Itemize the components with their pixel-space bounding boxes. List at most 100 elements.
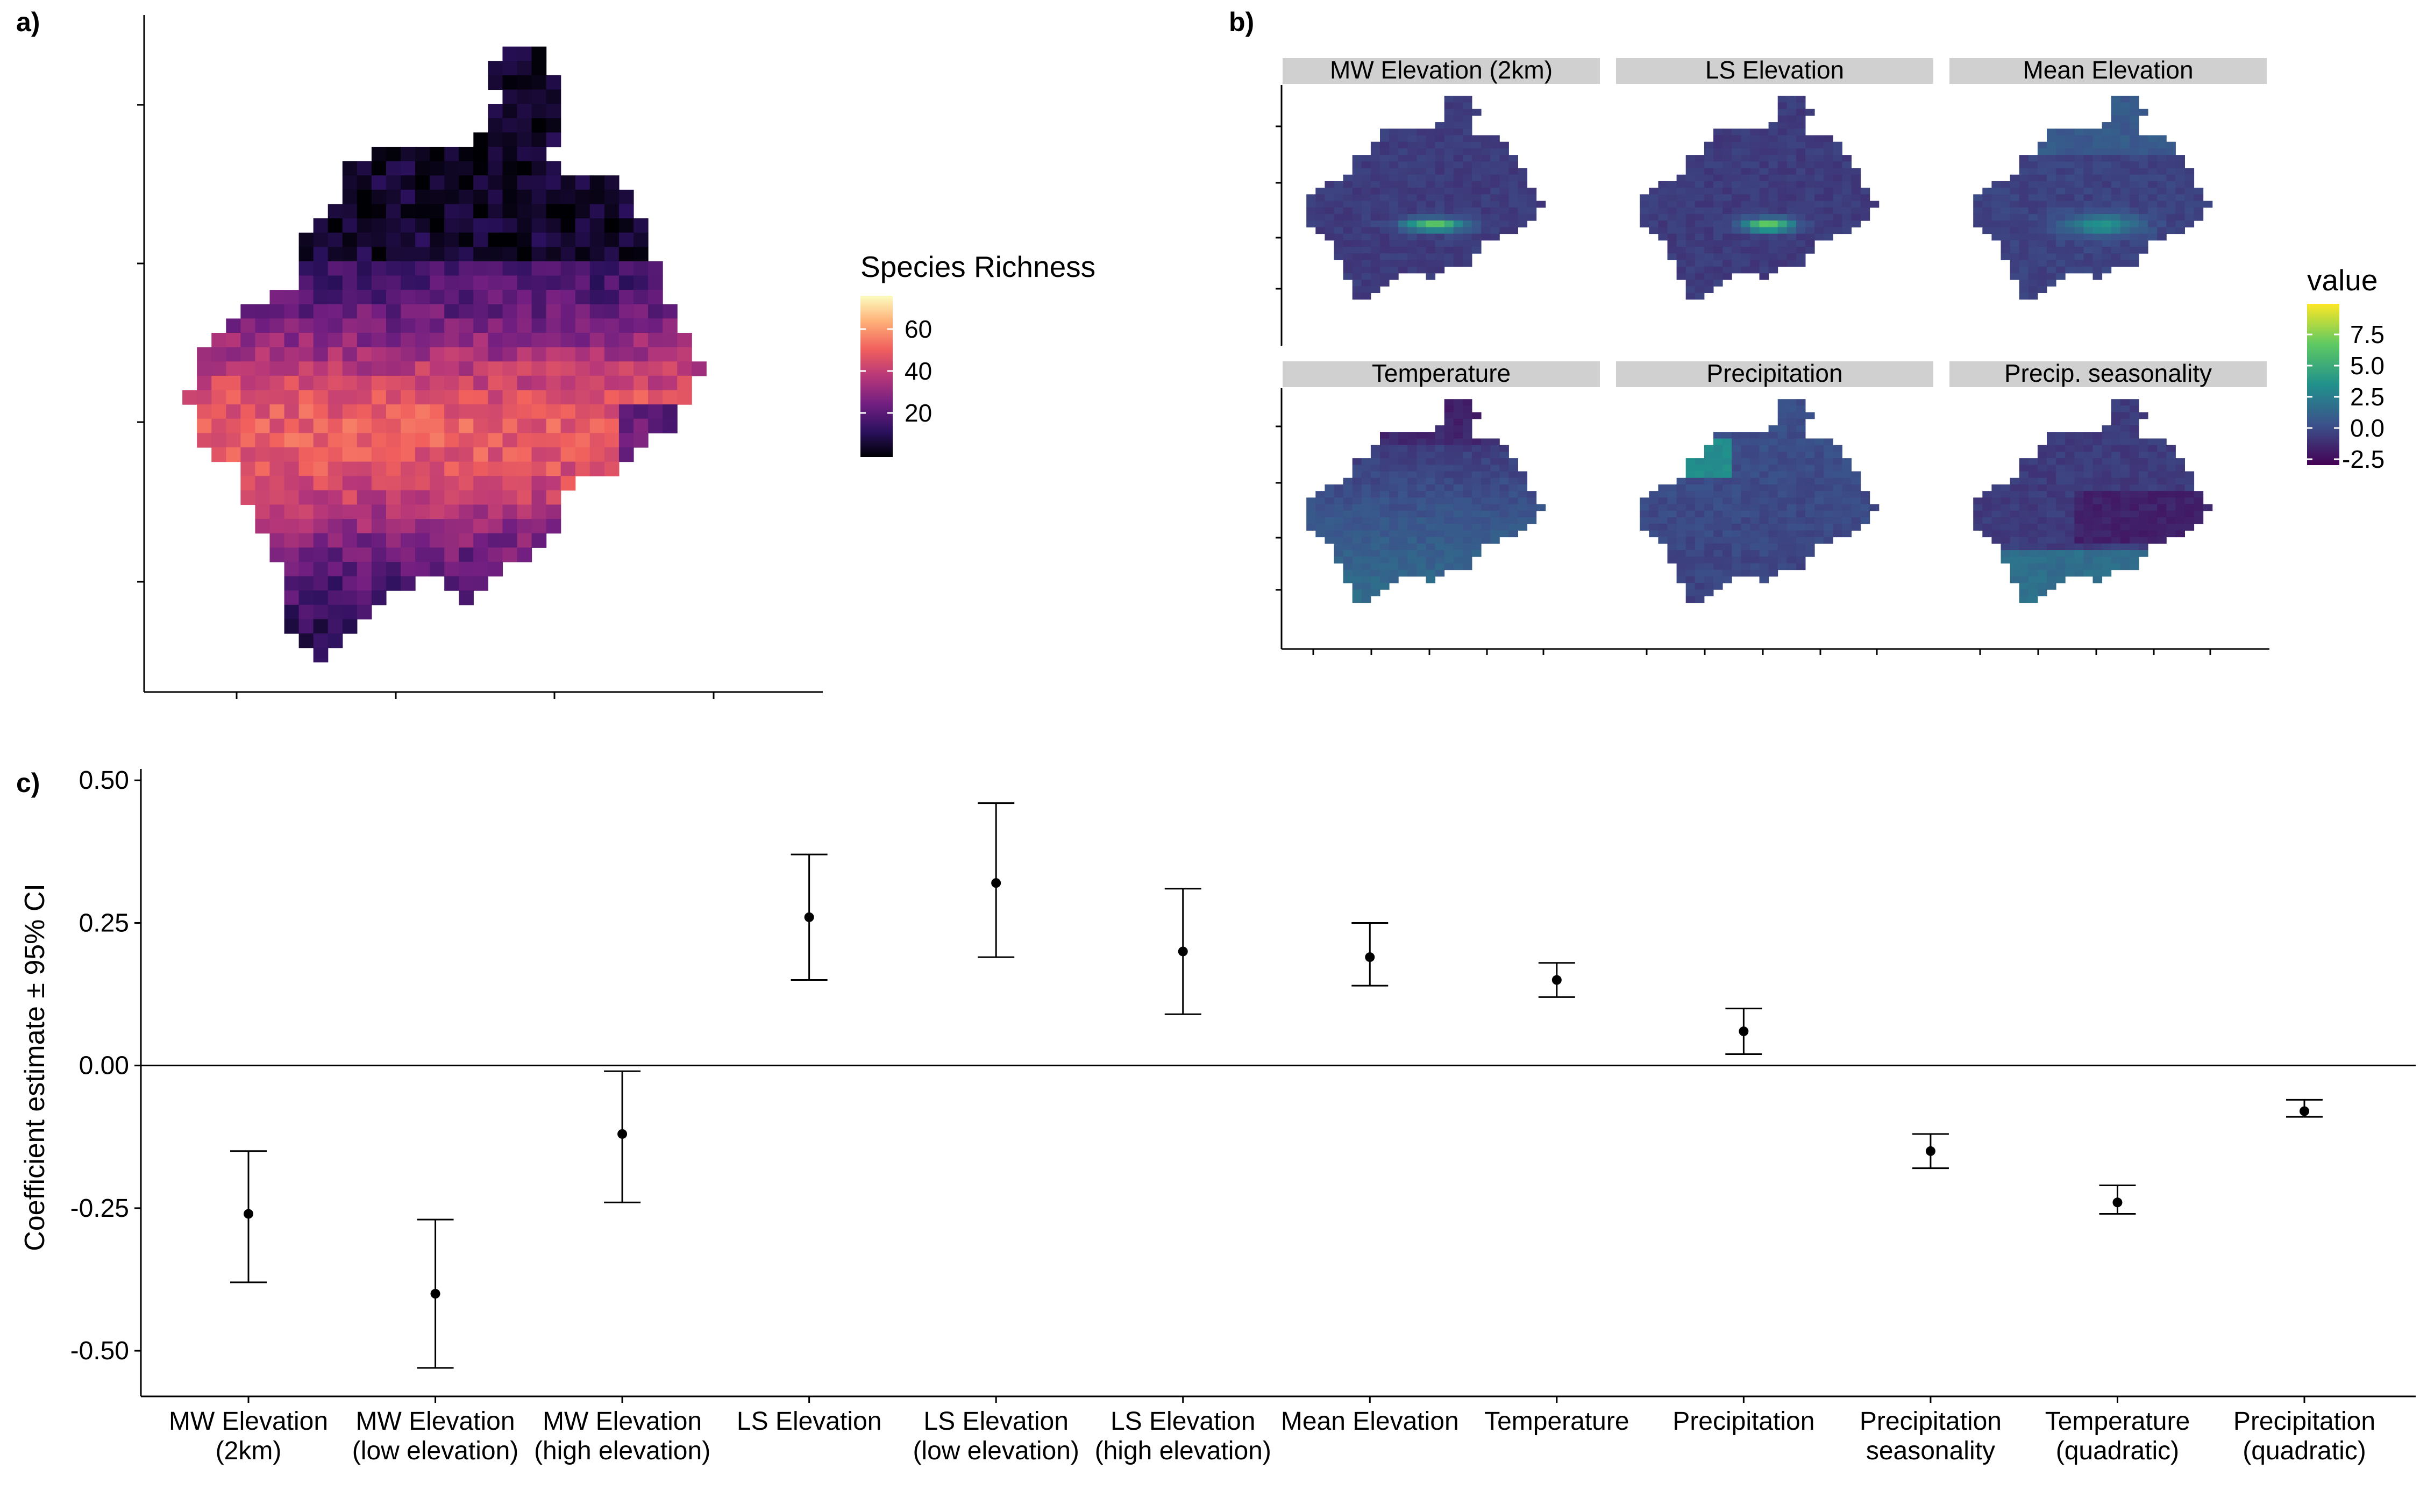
facet-map-cell: [1704, 227, 1714, 234]
facet-map-cell: [1508, 497, 1518, 505]
facet-map-cell: [1786, 543, 1797, 551]
facet-map-cell: [1481, 477, 1491, 485]
facet-map-cell: [2157, 201, 2167, 208]
facet-map-cell: [1759, 563, 1769, 570]
facet-map-cell: [2092, 247, 2103, 254]
facet-map-cell: [1481, 168, 1491, 175]
facet-map-cell: [1851, 477, 1861, 485]
facet-map-cell: [2065, 510, 2075, 518]
facet-map-cell: [1453, 425, 1463, 432]
map-cell: [459, 161, 474, 176]
facet-map-cell: [2175, 471, 2185, 479]
facet-map-cell: [1759, 491, 1769, 498]
map-cell: [546, 89, 561, 104]
facet-map-cell: [1352, 569, 1362, 577]
facet-map-cell: [1453, 432, 1463, 439]
facet-map-cell: [1982, 530, 1992, 538]
facet-map-cell: [1713, 273, 1723, 280]
facet-map-cell: [1398, 227, 1408, 234]
facet-map-cell: [1768, 458, 1778, 465]
map-cell: [560, 232, 576, 247]
facet-map-cell: [1352, 227, 1362, 234]
facet-map-cell: [1741, 201, 1750, 208]
map-cell: [269, 533, 285, 548]
facet-map-cell: [2157, 451, 2167, 459]
map-cell: [459, 333, 474, 348]
facet-map-cell: [1833, 465, 1842, 472]
facet-map-cell: [1713, 161, 1723, 169]
facet-map-cell: [1407, 563, 1417, 570]
facet-map-cell: [1704, 510, 1714, 518]
facet-map-cell: [2074, 207, 2084, 215]
estimate-point: [1739, 1026, 1749, 1037]
facet-map-cell: [1713, 181, 1723, 188]
facet-map-cell: [1824, 504, 1833, 511]
facet-map-cell: [2120, 524, 2130, 531]
map-cell: [517, 275, 532, 290]
facet-map-cell: [2139, 247, 2148, 254]
facet-map-cell: [1417, 530, 1426, 538]
facet-map-cell: [2111, 240, 2121, 247]
facet-map-cell: [2047, 174, 2056, 182]
facet-map-cell: [2148, 161, 2158, 169]
facet-map-cell: [1750, 213, 1760, 221]
map-cell: [430, 175, 445, 190]
facet-map-cell: [2056, 247, 2066, 254]
map-cell: [328, 519, 343, 534]
map-cell: [284, 418, 300, 433]
facet-map-cell: [2074, 438, 2084, 446]
facet-map-cell: [1334, 240, 1344, 247]
facet-map-cell: [1796, 220, 1806, 227]
facet-map-cell: [1370, 207, 1380, 215]
map-cell: [531, 504, 547, 519]
facet-map-cell: [2157, 161, 2167, 169]
facet-map-cell: [2102, 207, 2112, 215]
map-cell: [226, 347, 241, 362]
facet-map-cell: [2120, 181, 2130, 188]
map-cell: [401, 161, 416, 176]
facet-map-cell: [2019, 194, 2029, 202]
facet-map-cell: [2111, 115, 2121, 123]
map-cell: [401, 533, 416, 548]
facet-map-cell: [2175, 458, 2185, 465]
facet-map-cell: [1723, 227, 1732, 234]
x-category-label: MW Elevation: [355, 1407, 515, 1436]
facet-map-cell: [1723, 445, 1732, 452]
facet-map-cell: [1380, 438, 1390, 446]
facet-map-cell: [1398, 253, 1408, 260]
map-cell: [589, 347, 605, 362]
map-cell: [473, 375, 488, 391]
facet-map-cell: [2148, 220, 2158, 227]
facet-map-cell: [2175, 530, 2185, 538]
facet-map-cell: [1667, 510, 1677, 518]
facet-map-cell: [2065, 517, 2075, 524]
facet-map-cell: [2028, 247, 2038, 254]
facet-map-cell: [1851, 497, 1861, 505]
facet-map-cell: [2028, 273, 2038, 280]
facet-map-cell: [2056, 213, 2066, 221]
map-cell: [517, 290, 532, 305]
facet-map-cell: [1723, 569, 1732, 577]
facet-map-cell: [1723, 233, 1732, 241]
facet-map-cell: [1389, 438, 1399, 446]
facet-map-cell: [2074, 563, 2084, 570]
facet-map-cell: [1380, 141, 1390, 149]
facet-map-cell: [1453, 253, 1463, 260]
map-cell: [604, 275, 620, 290]
facet-map-cell: [1732, 432, 1741, 439]
facet-map-cell: [1786, 161, 1797, 169]
facet-map-cell: [1777, 399, 1788, 406]
facet-map-cell: [1685, 557, 1696, 564]
facet-map-cell: [1658, 227, 1668, 234]
facet-map-cell: [1695, 504, 1705, 511]
map-cell: [444, 418, 459, 433]
facet-map-cell: [2083, 504, 2093, 511]
facet-map-cell: [2092, 563, 2103, 570]
facet-strip: [1616, 58, 1933, 84]
facet-map-cell: [1805, 438, 1815, 446]
facet-map-cell: [2102, 471, 2112, 479]
facet-map-cell: [1833, 524, 1842, 531]
map-cell: [575, 232, 590, 247]
facet-map-cell: [2148, 510, 2158, 518]
map-cell: [298, 619, 314, 634]
